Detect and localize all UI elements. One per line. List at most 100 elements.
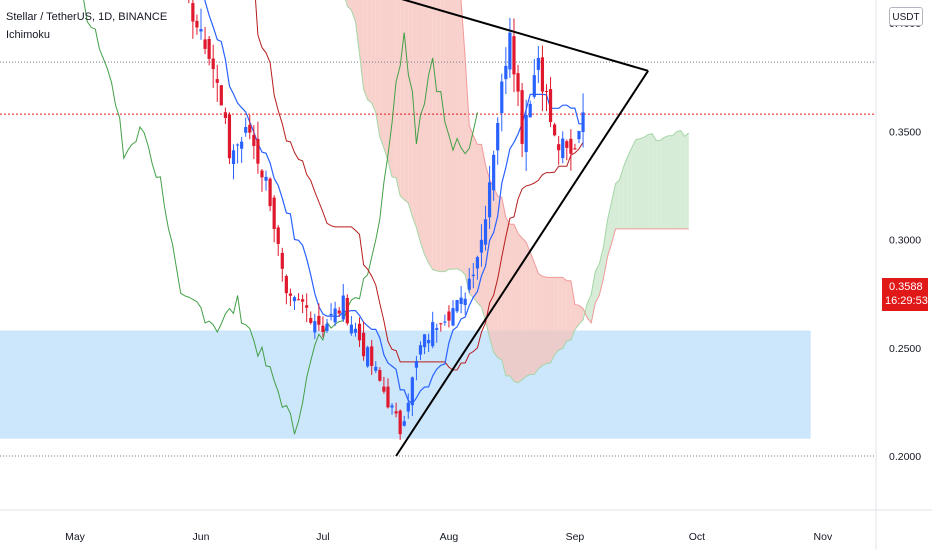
ichimoku-cloud: [345, 0, 689, 383]
cloud-segment: [623, 156, 628, 229]
cloud-segment: [558, 277, 563, 351]
cloud-segment: [408, 0, 413, 217]
cloud-segment: [461, 0, 466, 275]
candle-body: [479, 239, 484, 253]
candle-body: [390, 405, 394, 408]
time-axis-bg: [0, 510, 932, 550]
candle-body: [427, 339, 431, 344]
cloud-segment: [550, 277, 555, 363]
support-zone-rect: [0, 330, 811, 439]
cloud-segment: [453, 0, 458, 270]
candle-body: [459, 297, 463, 304]
cloud-segment: [595, 263, 600, 303]
cloud-segment: [546, 277, 551, 364]
cloud-segment: [566, 280, 571, 341]
cloud-segment: [684, 133, 689, 229]
time-tick-label: Aug: [440, 531, 459, 543]
candle-body: [317, 315, 321, 325]
candle-body: [418, 345, 423, 355]
cloud-segment: [615, 179, 620, 229]
candle-body: [548, 89, 553, 122]
cloud-segment: [367, 0, 372, 104]
horizontal-lines: [0, 61, 876, 457]
candle-body: [361, 332, 366, 357]
candle-body: [276, 227, 280, 244]
candle-body: [223, 112, 227, 118]
cloud-segment: [375, 0, 380, 137]
candle-body: [378, 370, 382, 381]
indicator-label[interactable]: Ichimoku: [6, 29, 51, 41]
symbol-title: Stellar / TetherUS, 1D, BINANCE: [6, 11, 168, 23]
currency-button[interactable]: USDT: [889, 7, 923, 26]
candle-body: [520, 90, 524, 144]
cloud-segment: [440, 0, 445, 272]
cloud-segment: [481, 144, 486, 321]
cloud-segment: [538, 273, 543, 369]
cloud-segment: [436, 0, 441, 272]
candle-body: [244, 127, 248, 133]
candle-body: [402, 421, 406, 426]
candle-body: [508, 32, 512, 70]
candle-body: [455, 300, 459, 312]
price-tick-label: 0.3500: [889, 126, 921, 138]
cloud-segment: [392, 0, 397, 178]
cloud-segment: [648, 133, 653, 229]
candle-body: [199, 29, 203, 32]
candle-body: [394, 411, 398, 414]
time-tick-label: May: [65, 531, 86, 543]
candle-body: [231, 150, 236, 164]
cloud-segment: [603, 220, 608, 279]
cloud-segment: [579, 305, 584, 325]
candle-body: [219, 85, 223, 106]
candle-body: [463, 298, 467, 306]
candle-body: [211, 58, 215, 70]
cloud-segment: [400, 0, 405, 200]
candle-body: [467, 278, 471, 290]
cloud-segment: [404, 0, 409, 204]
cloud-segment: [420, 0, 425, 255]
last-price-tag: 0.3588 16:29:53: [882, 278, 928, 311]
cloud-segment: [457, 0, 462, 271]
candle-body: [248, 124, 252, 133]
candle-body: [492, 154, 496, 191]
candle-body: [540, 57, 545, 92]
price-tick-label: 0.3000: [889, 235, 921, 247]
candle-body: [439, 323, 443, 325]
candle-body: [256, 138, 260, 164]
lagging-span: [83, 0, 478, 435]
cloud-segment: [371, 0, 376, 113]
candle-body: [496, 123, 500, 151]
price-tick-label: 0.2000: [889, 451, 921, 463]
candle-body: [422, 334, 427, 348]
candle-body: [252, 134, 256, 146]
candle-body: [292, 297, 297, 302]
cloud-segment: [522, 237, 527, 380]
candle-body: [504, 65, 508, 80]
cloud-segment: [680, 130, 685, 229]
candle-body: [345, 297, 349, 324]
candle-body: [215, 79, 219, 83]
time-tick-label: Oct: [689, 531, 705, 543]
candle-body: [431, 322, 435, 347]
candle-body: [500, 81, 504, 114]
cloud-segment: [644, 134, 649, 229]
candle-body: [471, 274, 475, 277]
cloud-segment: [639, 137, 645, 229]
candle-body: [353, 328, 358, 333]
candle-body: [260, 170, 264, 178]
cloud-segment: [493, 187, 498, 358]
candle-body: [443, 321, 447, 323]
cloud-segment: [355, 0, 360, 54]
candle-body: [325, 323, 329, 331]
price-axis[interactable]: 0.15000.20000.25000.30000.35000.40000.45…: [876, 0, 932, 550]
cloud-segment: [416, 0, 421, 243]
cloud-segment: [432, 0, 437, 271]
candle-body: [569, 138, 573, 154]
cloud-segment: [469, 125, 474, 298]
candle-body: [370, 346, 374, 366]
cloud-segment: [635, 138, 640, 229]
support-zone-layer: [0, 330, 811, 439]
cloud-segment: [627, 147, 632, 229]
